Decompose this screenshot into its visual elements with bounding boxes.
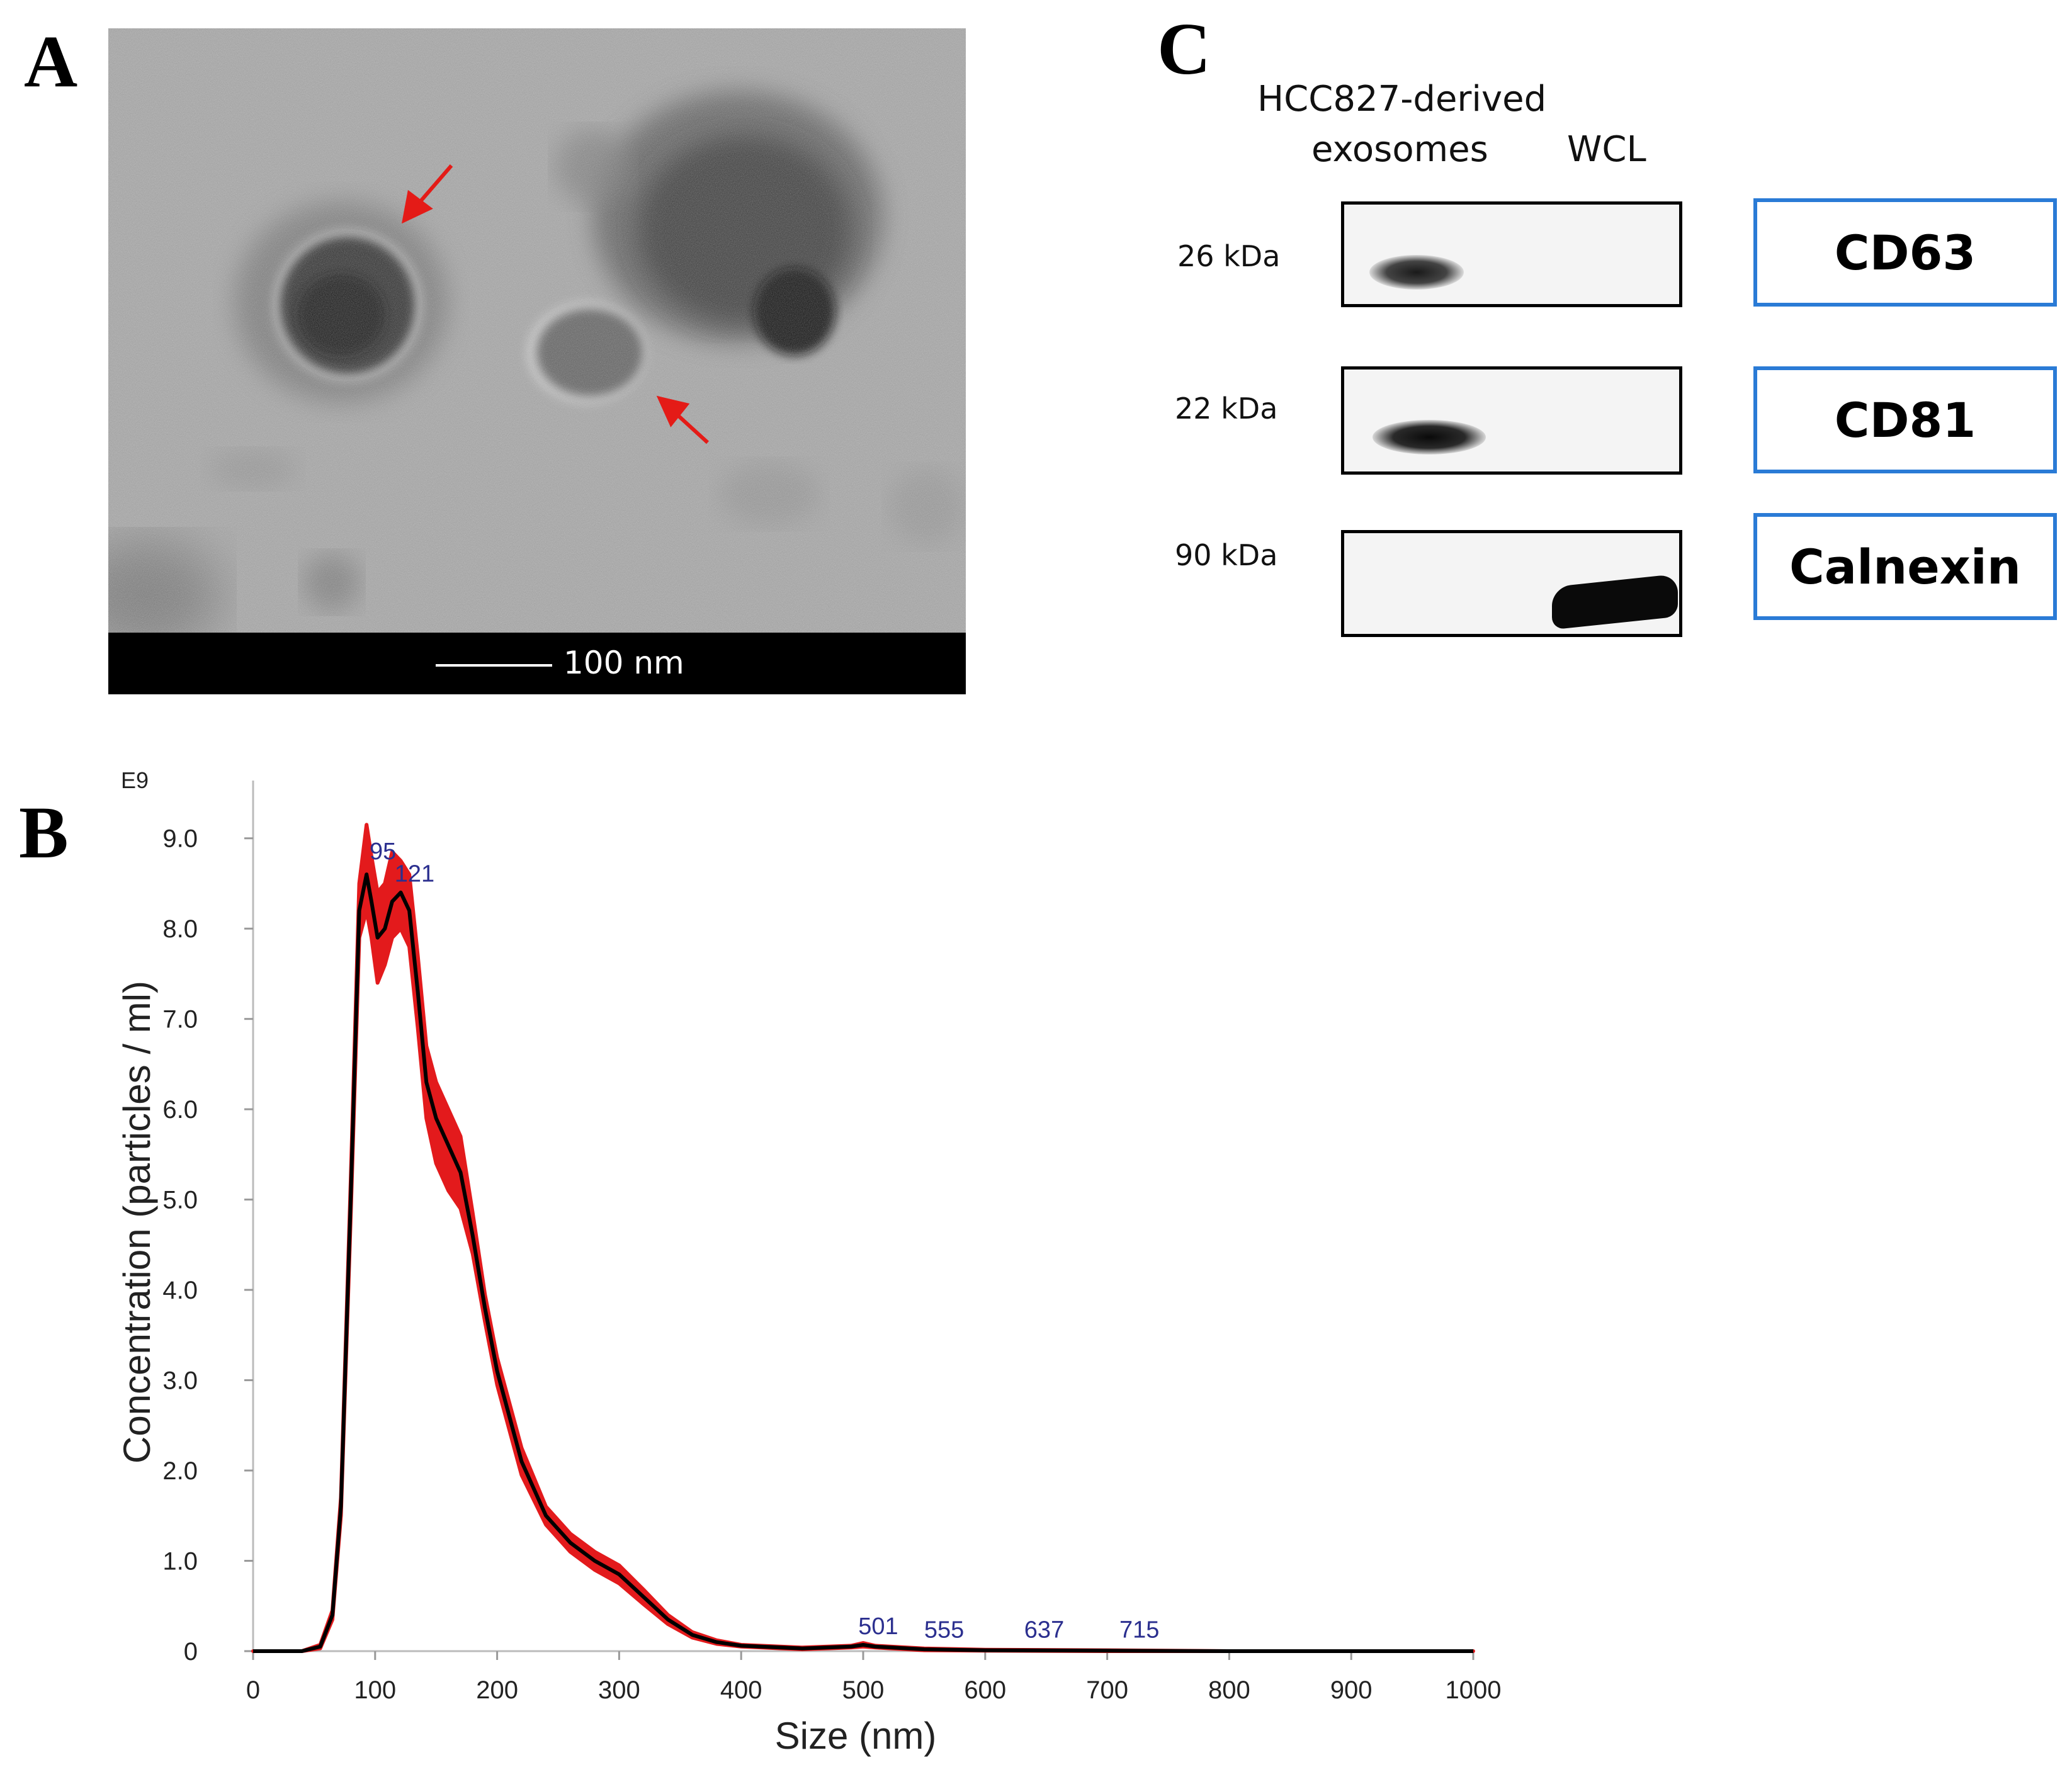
blot-strip-cd63 bbox=[1341, 201, 1682, 307]
western-blot-panel: HCC827-derived exosomes WCL 26 kDa CD63 … bbox=[1152, 69, 2072, 655]
x-tick-label: 400 bbox=[720, 1676, 762, 1704]
x-tick-label: 900 bbox=[1330, 1676, 1373, 1704]
peak-label: 121 bbox=[395, 861, 434, 888]
peak-label: 501 bbox=[858, 1613, 898, 1640]
y-tick-label: 7.0 bbox=[162, 1006, 198, 1034]
kda-label-calnexin: 90 kDa bbox=[1175, 538, 1278, 572]
y-tick-label: 8.0 bbox=[162, 915, 198, 943]
peak-label: 715 bbox=[1119, 1617, 1159, 1644]
x-tick-label: 200 bbox=[476, 1676, 518, 1704]
y-multiplier-label: E9 bbox=[121, 767, 149, 793]
peak-label: 637 bbox=[1024, 1617, 1064, 1644]
peak-label: 95 bbox=[370, 838, 396, 865]
panel-letter-a: A bbox=[24, 20, 78, 103]
y-tick-label: 9.0 bbox=[162, 825, 198, 853]
y-tick-label: 0 bbox=[184, 1638, 198, 1666]
tem-micrograph bbox=[108, 28, 966, 694]
mean-concentration-line bbox=[253, 872, 1473, 1653]
x-tick-label: 0 bbox=[246, 1676, 260, 1704]
y-tick-label: 1.0 bbox=[162, 1548, 198, 1576]
scale-bar-label: 100 nm bbox=[563, 645, 684, 681]
panel-letter-c: C bbox=[1157, 8, 1211, 90]
blot-strip-calnexin bbox=[1341, 530, 1682, 637]
x-tick-label: 600 bbox=[964, 1676, 1006, 1704]
blot-strip-cd81 bbox=[1341, 366, 1682, 475]
band-cd63-exosome bbox=[1369, 255, 1464, 290]
nta-chart: 0 100 200 300 400 500 600 700 800 900 1000 0 1.0 2.0 3… bbox=[116, 767, 1502, 1757]
y-axis-label: Concentration (particles / ml) bbox=[116, 981, 158, 1464]
x-tick-label: 500 bbox=[842, 1676, 885, 1704]
x-tick-label: 300 bbox=[598, 1676, 640, 1704]
marker-box-cd81: CD81 bbox=[1753, 366, 2057, 473]
error-band-series bbox=[251, 823, 1475, 1653]
y-tick-label: 5.0 bbox=[162, 1187, 198, 1214]
x-tick-label: 800 bbox=[1208, 1676, 1250, 1704]
column-header-line2: exosomes bbox=[1311, 129, 1488, 170]
column-header-wcl: WCL bbox=[1567, 129, 1646, 170]
y-tick-label: 3.0 bbox=[162, 1367, 198, 1395]
x-tick-label: 700 bbox=[1086, 1676, 1128, 1704]
x-tick-label: 1000 bbox=[1446, 1676, 1502, 1704]
y-tick-label: 6.0 bbox=[162, 1096, 198, 1124]
band-calnexin-wcl bbox=[1552, 573, 1678, 630]
x-axis-label: Size (nm) bbox=[775, 1715, 937, 1757]
kda-label-cd81: 22 kDa bbox=[1175, 392, 1278, 426]
panel-letter-b: B bbox=[19, 791, 69, 874]
column-header-line1: HCC827-derived bbox=[1257, 79, 1547, 120]
x-tick-label: 100 bbox=[354, 1676, 396, 1704]
band-cd81-exosome bbox=[1373, 420, 1486, 454]
marker-box-cd63: CD63 bbox=[1753, 198, 2057, 307]
y-tick-label: 2.0 bbox=[162, 1457, 198, 1485]
peak-label: 555 bbox=[924, 1617, 964, 1644]
kda-label-cd63: 26 kDa bbox=[1177, 239, 1281, 273]
marker-box-calnexin: Calnexin bbox=[1753, 513, 2057, 620]
y-tick-label: 4.0 bbox=[162, 1277, 198, 1304]
